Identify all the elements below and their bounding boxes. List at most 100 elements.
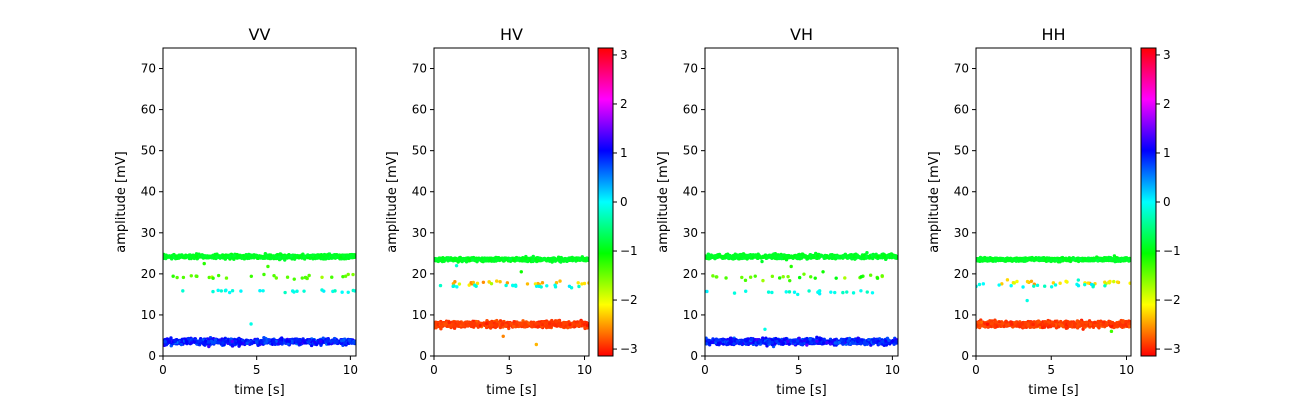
- colorbar-tick-label: 0: [620, 195, 628, 209]
- data-point: [245, 341, 249, 346]
- data-point: [476, 257, 480, 262]
- data-point: [224, 255, 229, 260]
- data-point: [805, 343, 809, 347]
- data-point: [539, 258, 544, 263]
- y-tick-label: 20: [412, 267, 427, 281]
- x-tick-label: 5: [795, 363, 803, 377]
- data-point: [208, 254, 212, 259]
- data-point: [174, 254, 178, 258]
- chart-title: VH: [790, 25, 813, 44]
- data-point: [523, 322, 528, 326]
- colorbar-tick-label: 1: [620, 146, 628, 160]
- data-point: [729, 340, 734, 344]
- data-point: [330, 254, 334, 258]
- data-point: [540, 281, 545, 285]
- data-point: [451, 258, 455, 262]
- data-point: [341, 274, 345, 279]
- data-point: [504, 257, 508, 261]
- data-point: [488, 258, 492, 262]
- data-point: [457, 259, 462, 263]
- data-point: [871, 256, 875, 261]
- data-point: [482, 322, 486, 326]
- data-point: [289, 254, 293, 258]
- data-point: [255, 256, 260, 261]
- data-point: [346, 272, 350, 277]
- data-point: [439, 322, 443, 326]
- data-point: [825, 340, 829, 345]
- data-point: [554, 280, 559, 285]
- y-axis-label: amplitude [mV]: [385, 151, 400, 253]
- data-point: [318, 254, 323, 258]
- data-point: [851, 291, 856, 295]
- data-point: [802, 338, 807, 343]
- data-point: [830, 340, 834, 344]
- data-point: [807, 289, 811, 293]
- axes-frame: [433, 47, 590, 357]
- data-point: [500, 322, 504, 327]
- data-point: [465, 258, 469, 262]
- data-point: [498, 325, 503, 330]
- data-point: [232, 253, 236, 258]
- data-point: [802, 272, 806, 276]
- data-point: [295, 289, 299, 293]
- data-point: [475, 281, 480, 286]
- y-tick-label: 60: [141, 103, 156, 117]
- y-tick-label: 70: [683, 62, 698, 76]
- data-point: [531, 254, 535, 259]
- data-point: [817, 289, 821, 294]
- data-point: [743, 338, 747, 342]
- data-point: [175, 275, 179, 280]
- data-point: [792, 290, 797, 294]
- data-point: [290, 339, 294, 344]
- data-point: [211, 276, 215, 280]
- data-point: [315, 255, 319, 259]
- data-point: [876, 254, 880, 259]
- data-point: [211, 289, 215, 294]
- data-point: [329, 340, 333, 344]
- data-point: [164, 343, 169, 347]
- x-axis-label: time [s]: [486, 383, 536, 398]
- data-point: [799, 342, 803, 346]
- data-point: [189, 274, 193, 278]
- data-point: [490, 323, 494, 328]
- data-point: [199, 339, 203, 343]
- data-point: [529, 322, 534, 326]
- data-point: [520, 321, 524, 326]
- data-point: [892, 342, 896, 346]
- data-point: [219, 289, 224, 293]
- data-point: [325, 339, 329, 344]
- y-tick-label: 20: [141, 267, 156, 281]
- data-point: [848, 342, 853, 346]
- x-tick-label: 0: [159, 363, 167, 377]
- data-point: [845, 290, 849, 294]
- data-point: [320, 275, 324, 279]
- data-point: [203, 254, 208, 258]
- data-point: [706, 253, 710, 258]
- y-tick-label: 40: [412, 185, 427, 199]
- data-point: [181, 289, 185, 293]
- data-point: [260, 340, 264, 345]
- data-point: [302, 255, 307, 259]
- data-point: [351, 254, 355, 258]
- data-point-outlier: [789, 264, 793, 269]
- data-point: [230, 256, 235, 260]
- data-point: [735, 339, 740, 343]
- data-point: [222, 253, 226, 258]
- data-point: [343, 341, 347, 345]
- data-point: [753, 253, 757, 258]
- data-point: [452, 326, 457, 330]
- data-point: [346, 290, 350, 294]
- data-point: [303, 341, 307, 345]
- data-point: [784, 336, 788, 341]
- y-tick-label: 10: [412, 308, 427, 322]
- data-point: [800, 252, 804, 256]
- data-point: [799, 339, 803, 344]
- data-point: [860, 338, 864, 342]
- data-point: [469, 322, 473, 326]
- y-tick-label: 70: [412, 62, 427, 76]
- data-point: [346, 253, 351, 257]
- data-point: [448, 324, 452, 328]
- data-point: [770, 340, 774, 345]
